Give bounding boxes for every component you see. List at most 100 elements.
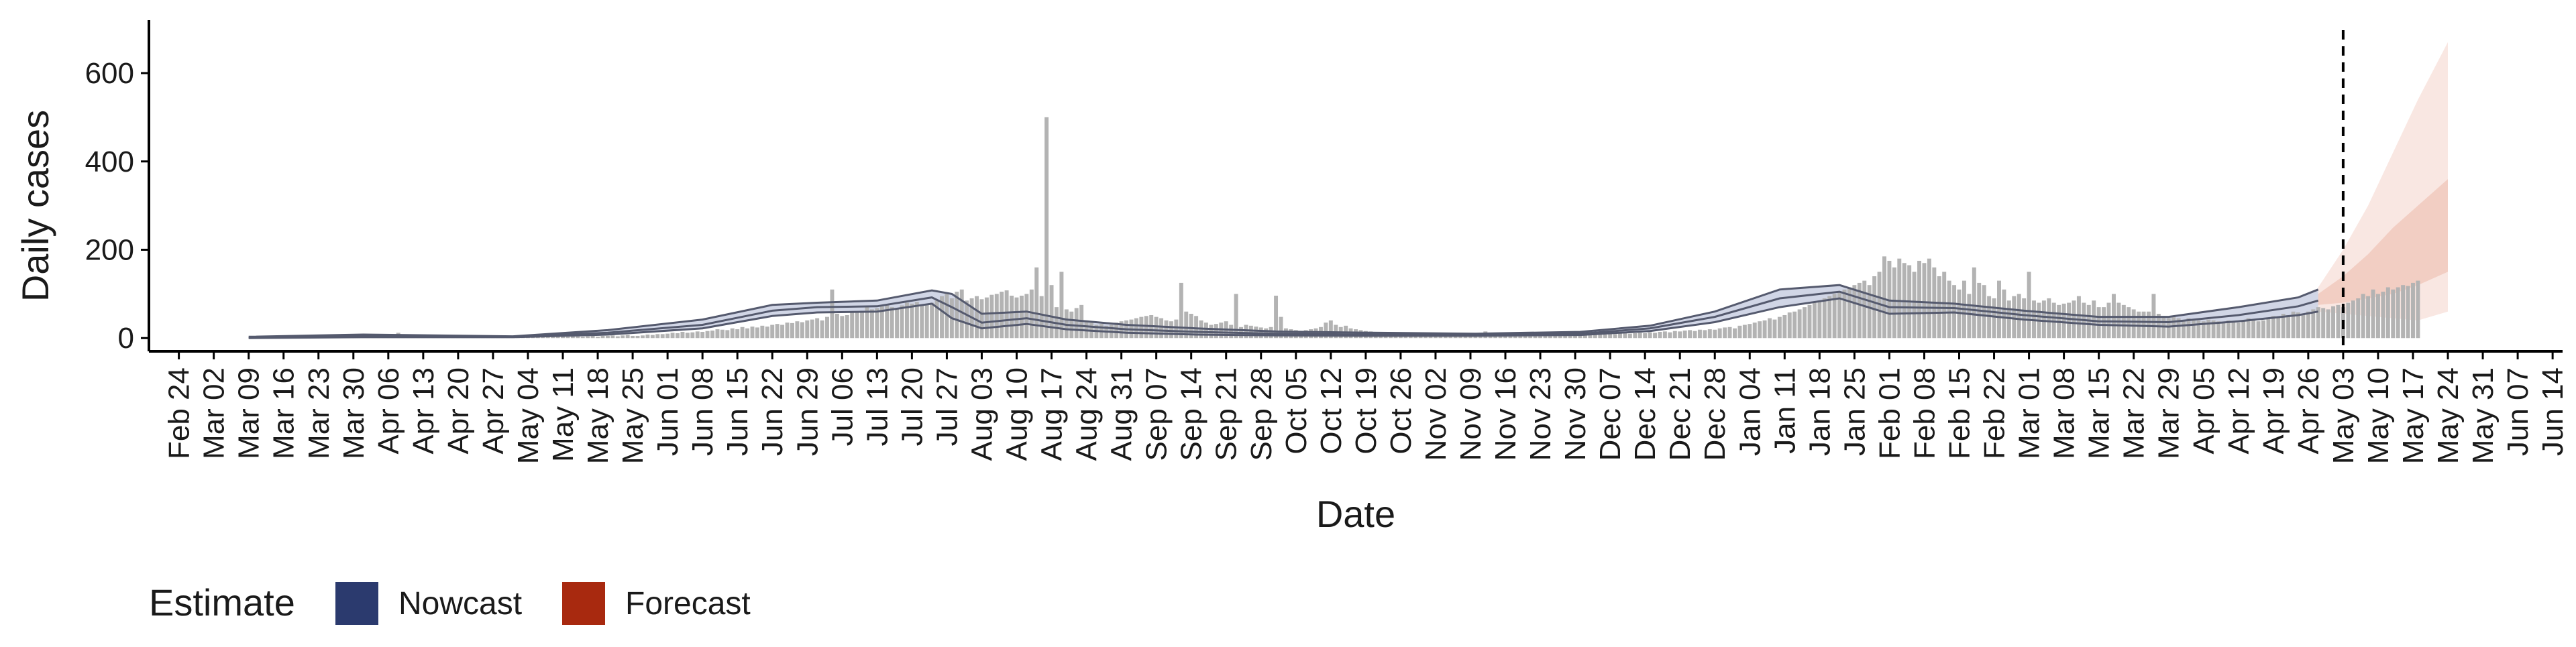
daily-case-bar: [850, 311, 855, 339]
daily-case-bar: [586, 336, 590, 339]
daily-case-bar: [2261, 320, 2265, 339]
daily-case-bar: [1897, 258, 1902, 339]
daily-case-bar: [1807, 304, 1812, 339]
daily-case-bar: [1842, 289, 1847, 339]
daily-case-bar: [2047, 298, 2051, 339]
daily-case-bar: [2411, 282, 2415, 339]
daily-case-bar: [1787, 312, 1792, 339]
daily-case-bar: [720, 329, 724, 339]
daily-case-bar: [2022, 298, 2027, 339]
daily-case-bar: [1608, 333, 1613, 339]
daily-case-bar: [1578, 334, 1582, 339]
daily-case-bar: [545, 337, 550, 339]
daily-case-bar: [2186, 318, 2191, 339]
daily-case-bar: [1029, 289, 1034, 339]
daily-case-bar: [835, 314, 839, 339]
daily-case-bar: [1598, 334, 1603, 339]
daily-case-bar: [1917, 260, 1922, 339]
daily-case-bar: [1274, 296, 1279, 339]
nowcast-lower-line: [248, 297, 2318, 339]
daily-case-bar: [1019, 296, 1024, 339]
daily-case-bar: [2147, 311, 2151, 339]
daily-case-bar: [1204, 322, 1208, 339]
daily-case-bar: [805, 320, 810, 339]
daily-case-bar: [1927, 258, 1931, 339]
daily-case-bar: [631, 335, 635, 339]
daily-case-bar: [1748, 324, 1752, 339]
daily-case-bar: [955, 292, 959, 339]
daily-case-bar: [1972, 267, 1976, 339]
daily-case-bar: [2286, 314, 2291, 339]
daily-case-bar: [1024, 294, 1029, 339]
daily-case-bar: [869, 309, 874, 339]
daily-case-bar: [1573, 335, 1578, 339]
daily-case-bar: [1997, 280, 2001, 339]
daily-case-bar: [795, 321, 800, 339]
daily-case-bar: [660, 334, 665, 339]
daily-case-bar: [825, 316, 829, 339]
daily-case-bar: [2296, 312, 2300, 339]
daily-case-bar: [1269, 327, 1273, 339]
x-tick-label: Mar 23: [303, 367, 335, 459]
x-tick-label: Jun 15: [721, 367, 754, 456]
daily-case-bar: [1603, 334, 1607, 339]
daily-case-bar: [1194, 316, 1199, 339]
daily-case-bar: [1638, 333, 1642, 339]
daily-case-bar: [665, 333, 670, 339]
daily-case-bar: [1947, 280, 1951, 339]
daily-case-bar: [904, 302, 909, 339]
daily-case-bar: [541, 337, 545, 339]
daily-case-bar: [1837, 292, 1842, 339]
daily-case-bar: [1653, 333, 1658, 339]
x-tick-label: Jul 20: [896, 367, 928, 446]
daily-case-bar: [1000, 292, 1004, 339]
x-tick-label: Apr 19: [2257, 367, 2290, 455]
x-tick-label: Aug 03: [966, 367, 999, 461]
x-tick-label: Feb 24: [163, 367, 196, 459]
daily-case-bar: [1010, 296, 1014, 339]
legend-title: Estimate: [149, 581, 295, 624]
daily-case-bar: [1582, 334, 1587, 339]
daily-case-bar: [755, 327, 759, 339]
daily-case-bar: [2361, 294, 2365, 339]
daily-case-bar: [1328, 320, 1333, 339]
nowcast-band: [248, 285, 2318, 339]
daily-case-bar: [810, 319, 814, 339]
daily-case-bar: [1114, 322, 1119, 339]
x-tick-label: Jun 22: [756, 367, 789, 456]
daily-case-bar: [1693, 331, 1697, 339]
x-tick-label: Aug 31: [1106, 367, 1138, 461]
daily-case-bar: [695, 331, 700, 339]
daily-case-bar: [1248, 325, 1253, 339]
x-tick-label: Mar 02: [198, 367, 231, 459]
daily-case-bar: [924, 304, 929, 339]
x-tick-label: Oct 19: [1350, 367, 1383, 455]
daily-case-bar: [1159, 318, 1164, 339]
daily-case-bar: [2306, 311, 2310, 339]
daily-case-bar: [770, 325, 775, 339]
daily-case-bar: [1827, 296, 1832, 339]
daily-case-bar: [2086, 304, 2091, 339]
x-tick-label: Jan 25: [1838, 367, 1871, 456]
daily-case-bar: [2236, 322, 2241, 339]
daily-case-bar: [2256, 321, 2261, 339]
daily-case-bar: [1279, 316, 1283, 339]
daily-case-bar: [1039, 296, 1044, 339]
forecast-inner-band: [2318, 179, 2448, 305]
daily-case-bar: [615, 336, 620, 339]
x-tick-label: May 24: [2432, 367, 2465, 464]
daily-case-bar: [2351, 300, 2355, 339]
x-tick-label: Dec 28: [1699, 367, 1731, 461]
x-tick-label: Mar 29: [2153, 367, 2186, 459]
daily-case-bar: [1568, 334, 1572, 339]
daily-case-bar: [989, 294, 994, 339]
x-tick-label: Feb 15: [1943, 367, 1976, 459]
x-tick-label: Nov 09: [1454, 367, 1487, 461]
daily-case-bar: [2336, 304, 2341, 339]
nowcast-median-line: [248, 290, 2319, 339]
daily-case-bar: [994, 294, 999, 339]
daily-case-bar: [685, 333, 690, 339]
x-tick-label: Mar 08: [2048, 367, 2081, 459]
legend: Estimate Nowcast Forecast: [149, 581, 751, 625]
